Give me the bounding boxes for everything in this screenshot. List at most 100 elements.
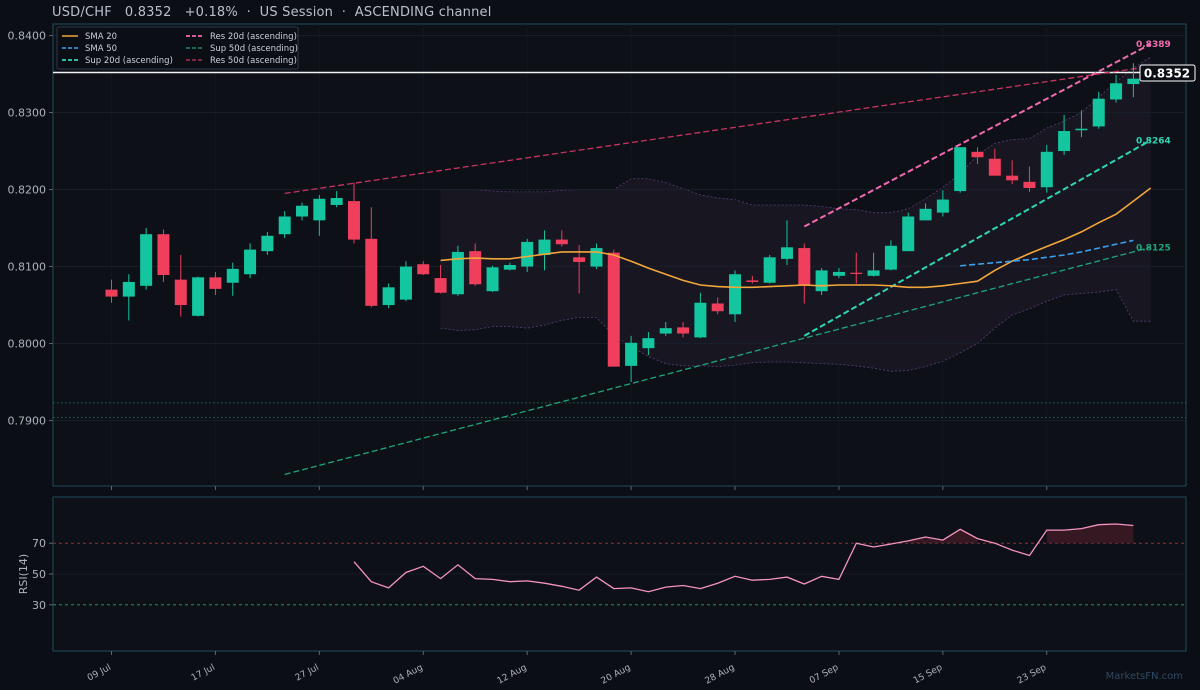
legend-label: Res 20d (ascending)	[210, 32, 297, 42]
candle-down	[971, 151, 984, 158]
candle-up	[244, 249, 257, 275]
candle-up	[659, 328, 672, 334]
candle-up	[815, 270, 828, 292]
candle-up	[1040, 151, 1053, 188]
rsi-y-tick-label: 30	[32, 599, 46, 612]
bollinger-lower	[440, 289, 1151, 372]
candle-up	[1058, 131, 1071, 152]
y-tick-label: 0.8200	[8, 184, 47, 197]
x-tick-label: 27 Jul	[294, 663, 321, 684]
sma50-line	[960, 239, 1134, 267]
trend-lines	[53, 43, 1186, 476]
watermark: MarketsFN.com	[1106, 671, 1183, 682]
candle-down	[555, 239, 568, 245]
candle-up	[642, 338, 655, 349]
rsi-series: 30 50 70	[32, 523, 1186, 612]
candle-up	[867, 270, 880, 276]
candle-up	[296, 205, 309, 217]
candle-up	[140, 234, 153, 286]
y-tick-label: 0.8100	[8, 261, 47, 274]
candle-up	[780, 247, 793, 259]
candle-down	[105, 289, 118, 297]
candle-down	[347, 201, 360, 240]
candle-down	[174, 279, 187, 306]
candle-down	[469, 251, 482, 285]
candle-up	[884, 245, 897, 270]
candle-down	[434, 278, 447, 293]
candle-up	[1092, 98, 1105, 127]
rsi-axis-label: RSI(14)	[17, 554, 30, 594]
candle-down	[1023, 181, 1036, 189]
legend-label: SMA 50	[85, 44, 117, 54]
x-tick-label: 09 Jul	[86, 663, 113, 684]
candle-up	[1110, 83, 1123, 100]
candle-up	[486, 267, 499, 292]
current-price-tag: 0.8352	[1139, 64, 1196, 82]
candle-down	[607, 252, 620, 367]
candle-up	[902, 216, 915, 252]
candle-up	[954, 147, 967, 192]
x-tick-label: 04 Aug	[392, 663, 425, 687]
candle-up	[590, 248, 603, 267]
candle-down	[157, 234, 170, 276]
rsi-overbought-fill	[1046, 524, 1134, 544]
candle-up	[625, 342, 638, 366]
candle-down	[988, 158, 1001, 176]
candle-up	[313, 198, 326, 221]
candle-down	[798, 248, 811, 286]
candle-up	[503, 265, 516, 270]
candle-up	[451, 251, 464, 295]
candle-up	[936, 199, 949, 213]
y-tick-label: 0.7900	[8, 415, 47, 428]
x-tick-label: 20 Aug	[600, 663, 633, 687]
candle-down	[417, 264, 430, 275]
candle-down	[850, 272, 863, 274]
grid	[53, 24, 1186, 486]
y-tick-label: 0.8300	[8, 107, 47, 120]
legend-label: SMA 20	[85, 32, 117, 42]
candle-up	[1127, 78, 1140, 85]
candle-up	[330, 198, 343, 205]
y-tick-label: 0.8000	[8, 338, 47, 351]
candle-down	[711, 303, 724, 312]
candle-up	[261, 235, 274, 252]
x-tick-label: 28 Aug	[704, 663, 737, 687]
candle-up	[521, 241, 534, 267]
candle-up	[694, 302, 707, 338]
x-tick-label: 15 Sep	[912, 663, 945, 687]
candle-down	[1006, 175, 1019, 181]
legend-label: Sup 50d (ascending)	[210, 44, 298, 54]
candle-up	[382, 287, 395, 306]
level-label: 0.8264	[1136, 136, 1171, 146]
candle-down	[677, 327, 690, 334]
legend: SMA 20 SMA 50 Sup 20d (ascending) Res 20…	[56, 26, 299, 70]
candle-up	[763, 257, 776, 283]
chart-title: USD/CHF 0.8352 +0.18% · US Session · ASC…	[52, 5, 492, 20]
candle-up	[278, 216, 291, 235]
x-tick-label: 17 Jul	[190, 663, 217, 684]
candle-down	[746, 280, 759, 282]
level-label: 0.8389	[1136, 40, 1171, 50]
sup20-line	[803, 139, 1152, 337]
candle-up	[832, 271, 845, 276]
x-tick-label: 12 Aug	[496, 663, 529, 687]
candle-down	[365, 238, 378, 306]
candle-up	[399, 266, 412, 300]
sup50-line	[284, 246, 1151, 476]
x-tick-label: 23 Sep	[1016, 663, 1049, 687]
res50-line	[284, 65, 1151, 195]
rsi-y-tick-label: 50	[32, 568, 46, 581]
legend-label: Sup 20d (ascending)	[85, 56, 173, 66]
candle-up	[122, 281, 135, 297]
level-label: 0.8125	[1136, 243, 1171, 253]
current-price-label: 0.8352	[1144, 67, 1190, 81]
candle-down	[573, 257, 586, 262]
moving-averages: 0.8389 0.8264 0.8125	[440, 40, 1171, 289]
sma20-line	[440, 187, 1152, 289]
legend-label: Res 50d (ascending)	[210, 56, 297, 66]
rsi-line	[353, 523, 1134, 593]
candles	[105, 63, 1140, 383]
rsi-overbought-fill	[908, 529, 978, 544]
candle-down	[209, 277, 222, 289]
